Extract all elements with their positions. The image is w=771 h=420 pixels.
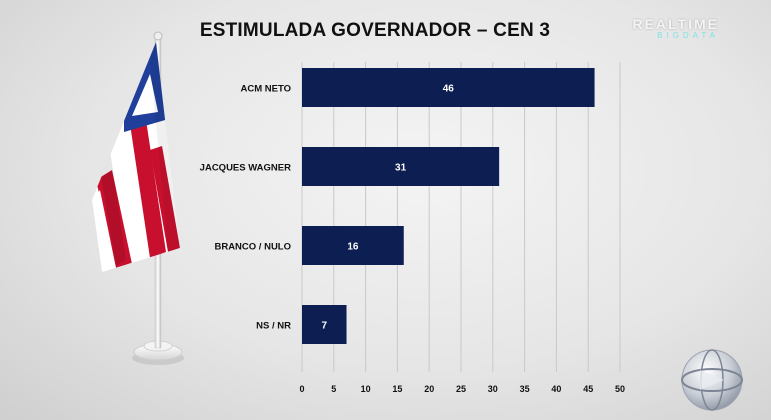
category-label: NS / NR — [256, 321, 291, 332]
x-tick-label: 25 — [456, 384, 466, 394]
x-tick-label: 45 — [583, 384, 593, 394]
x-tick-label: 5 — [331, 384, 336, 394]
category-label: ACM NETO — [241, 84, 292, 95]
category-label: JACQUES WAGNER — [200, 163, 291, 174]
x-tick-label: 35 — [520, 384, 530, 394]
bar-value-label: 46 — [443, 84, 455, 95]
x-tick-label: 0 — [299, 384, 304, 394]
x-tick-label: 50 — [615, 384, 625, 394]
bar-value-label: 31 — [395, 163, 407, 174]
x-tick-label: 15 — [392, 384, 402, 394]
x-tick-label: 40 — [551, 384, 561, 394]
category-label: BRANCO / NULO — [214, 242, 291, 253]
bar-value-label: 16 — [347, 242, 359, 253]
x-tick-label: 10 — [361, 384, 371, 394]
record-tv-logo — [681, 349, 743, 411]
bar — [302, 226, 404, 265]
x-tick-label: 30 — [488, 384, 498, 394]
x-tick-label: 20 — [424, 384, 434, 394]
bar — [302, 68, 595, 107]
bar — [302, 147, 500, 186]
brand-line-1: REALTIME — [632, 16, 719, 32]
realtime-bigdata-logo: REALTIME BIGDATA — [632, 16, 719, 40]
bar-value-label: 7 — [321, 321, 327, 332]
brand-line-2: BIGDATA — [657, 31, 719, 40]
bar — [302, 305, 347, 344]
chart-title: ESTIMULADA GOVERNADOR – CEN 3 — [199, 20, 551, 41]
